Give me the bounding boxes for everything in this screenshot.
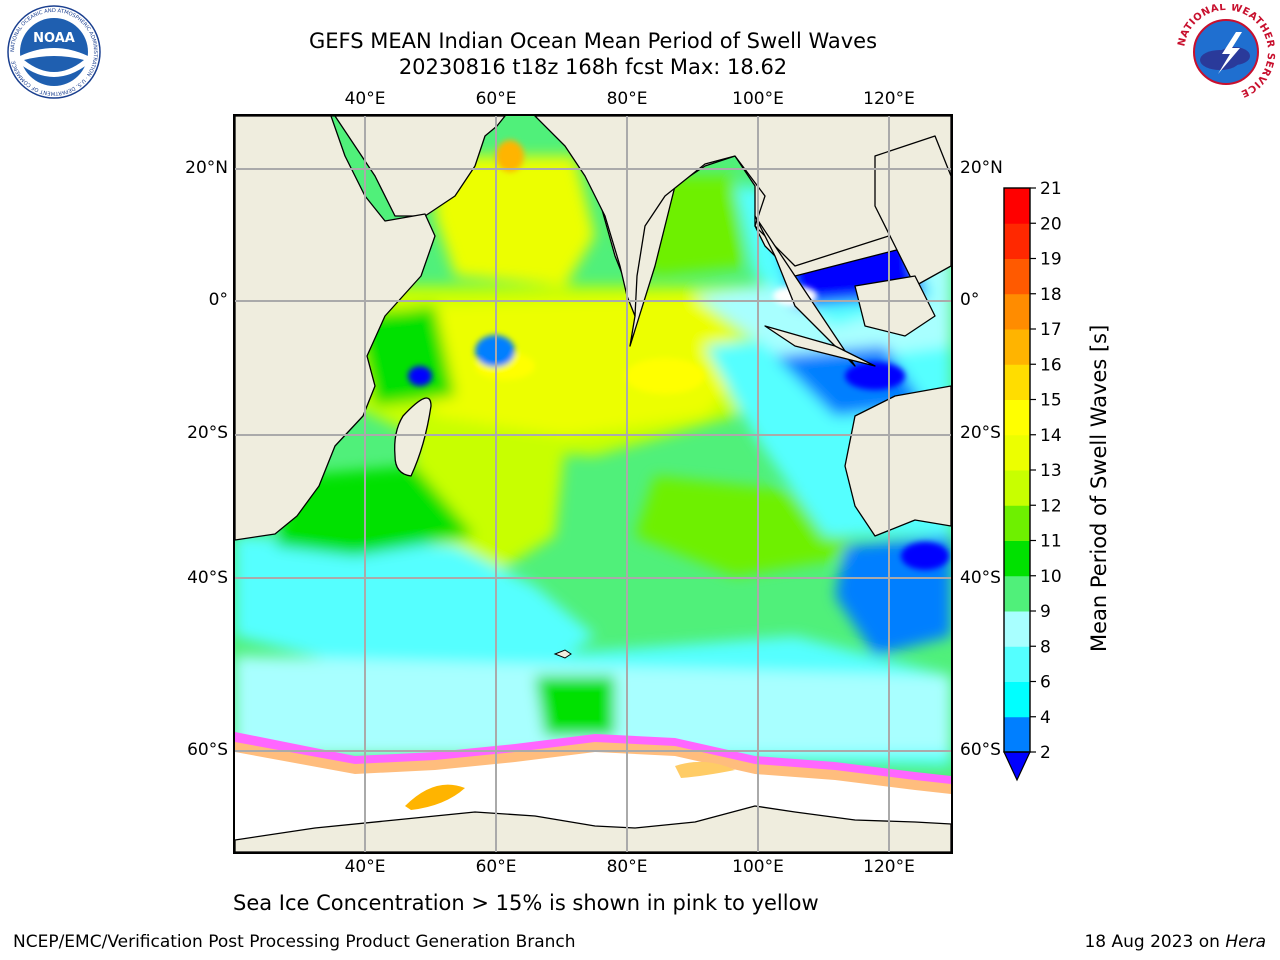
colorbar-tick-label: 21 [1040,180,1062,199]
nws-logo-icon: NATIONAL WEATHER SERVICE [1176,4,1275,99]
colorbar-tick-label: 13 [1040,461,1062,481]
map-title: GEFS MEAN Indian Ocean Mean Period of Sw… [308,29,878,53]
colorbar-segment [1004,540,1030,577]
colorbar-segment [1004,258,1030,295]
colorbar-segment [1004,575,1030,612]
lat-label-left: 20°N [185,158,228,178]
gridlines [235,116,951,852]
colorbar-tick-label: 16 [1040,355,1062,375]
map-canvas [235,116,951,852]
colorbar-segment [1004,223,1030,259]
lon-label-bottom: 60°E [475,857,517,877]
colorbar-tick-label: 6 [1040,673,1051,693]
colorbar-segment [1004,434,1030,471]
colorbar-segment [1004,505,1030,541]
lon-label-bottom: 120°E [863,857,915,877]
colorbar-segment [1004,470,1030,506]
colorbar-segment [1004,329,1030,365]
lon-label-top: 100°E [732,89,784,109]
colorbar-segment [1004,364,1030,400]
colorbar-segment [1004,716,1030,753]
colorbar-tick-label: 10 [1040,567,1062,587]
footer-branch: NCEP/EMC/Verification Post Processing Pr… [13,932,576,952]
colorbar-label: Mean Period of Swell Waves [s] [1087,324,1111,652]
noaa-logo-icon: NOAA NATIONAL OCEANIC AND ATMOSPHERIC AD… [7,5,101,99]
noaa-logo-text: NOAA [33,31,75,46]
lat-label-left: 0° [208,290,228,310]
colorbar-tick-label: 14 [1040,426,1062,446]
lat-label-right: 0° [960,290,980,310]
colorbar-tick-label: 9 [1040,602,1051,622]
lat-label-left: 60°S [187,740,228,760]
colorbar-tick-label: 20 [1040,214,1062,234]
colorbar-segment [1004,611,1030,647]
colorbar-extend-min [1003,751,1031,782]
land [235,116,951,852]
colorbar-tick-label: 15 [1040,391,1062,411]
colorbar-tick-label: 8 [1040,637,1051,657]
colorbar-tick-label: 12 [1040,496,1062,516]
lat-label-right: 20°N [960,158,1003,178]
colorbar-tick-label: 2 [1040,743,1051,763]
colorbar-tick-label: 18 [1040,285,1062,305]
lat-label-right: 40°S [960,568,1001,588]
footer-date: 18 Aug 2023 on Hera [1084,932,1266,952]
lon-label-top: 120°E [863,89,915,109]
lon-label-bottom: 80°E [606,857,648,877]
lon-label-bottom: 40°E [344,857,386,877]
colorbar-segment [1004,293,1030,330]
swell-period-map [233,114,953,854]
footer-host: Hera [1225,932,1266,952]
lon-label-top: 80°E [606,89,648,109]
sea-ice-caption: Sea Ice Concentration > 15% is shown in … [233,891,819,915]
lon-label-top: 60°E [475,89,517,109]
colorbar-tick-label: 19 [1040,250,1062,270]
colorbar-segment [1004,188,1030,224]
lon-label-bottom: 100°E [732,857,784,877]
lat-label-left: 20°S [187,423,228,443]
colorbar-tick-label: 17 [1040,320,1062,340]
map-subtitle: 20230816 t18z 168h fcst Max: 18.62 [398,55,788,79]
colorbar: 2 4 6 8 9 10 11 12 13 14 15 16 17 18 19 20 21 [1003,180,1062,782]
lon-label-top: 40°E [344,89,386,109]
lat-label-left: 40°S [187,568,228,588]
lat-label-right: 60°S [960,740,1001,760]
lat-label-right: 20°S [960,423,1001,443]
colorbar-segment [1004,681,1030,718]
colorbar-segment [1004,399,1030,436]
colorbar-tick-label: 4 [1040,708,1051,728]
colorbar-tick-label: 11 [1040,532,1062,552]
colorbar-segment [1004,646,1030,682]
